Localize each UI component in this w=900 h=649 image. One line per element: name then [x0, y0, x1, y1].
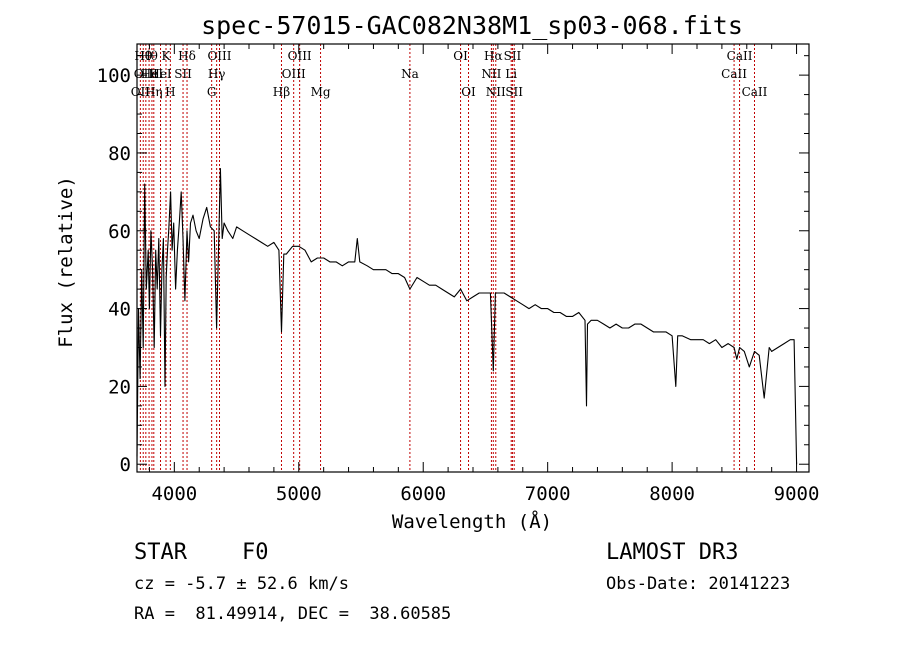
object-subclass: F0	[242, 540, 269, 565]
marker-label-18: Na	[401, 67, 419, 81]
y-tick-label-4: 80	[108, 143, 131, 165]
marker-label-9: SII	[174, 67, 192, 81]
marker-label-25: SII	[504, 49, 522, 63]
marker-label-3: Hθ	[140, 49, 158, 63]
marker-label-2: OIII	[134, 67, 158, 81]
marker-label-23: NII	[486, 85, 506, 99]
marker-label-12: Hγ	[208, 67, 226, 81]
marker-label-26: SII	[505, 85, 523, 99]
marker-label-29: CaII	[742, 85, 768, 99]
y-tick-label-1: 20	[108, 376, 131, 398]
plot-frame	[136, 43, 810, 473]
marker-label-13: OIII	[207, 49, 231, 63]
y-tick-label-0: 0	[120, 454, 131, 476]
x-tick-label-5: 9000	[774, 483, 820, 505]
object-class: STAR	[134, 540, 187, 565]
marker-label-7: K	[162, 49, 172, 63]
x-tick-label-2: 6000	[400, 483, 446, 505]
spectrum-line	[136, 167, 798, 465]
marker-label-11: G	[207, 85, 217, 99]
x-tick-labels: 4000 5000 6000 7000 8000 9000	[151, 483, 819, 505]
coordinates-text: RA = 81.49914, DEC = 38.60585	[134, 604, 452, 624]
x-tick-label-3: 7000	[525, 483, 571, 505]
y-tick-label-2: 40	[108, 299, 131, 321]
marker-label-0: OII	[131, 85, 151, 99]
x-tick-label-4: 8000	[649, 483, 695, 505]
marker-label-1: Hθ	[134, 49, 152, 63]
marker-label-4: HeI	[141, 67, 164, 81]
redshift-text: cz = -5.7 ± 52.6 km/s	[134, 574, 349, 594]
chart-title: spec-57015-GAC082N38M1_sp03-068.fits	[201, 11, 743, 40]
marker-label-10: Hδ	[178, 49, 196, 63]
marker-label-15: OIII	[282, 67, 306, 81]
marker-label-20: OI	[461, 85, 476, 99]
obs-date-text: Obs-Date: 20141223	[606, 574, 791, 594]
x-axis-label: Wavelength (Å)	[392, 510, 552, 533]
marker-label-8: H	[165, 85, 175, 99]
emission-line-markers	[139, 44, 755, 472]
marker-label-16: OIII	[288, 49, 312, 63]
marker-label-6: HeI	[149, 67, 172, 81]
survey-name: LAMOST DR3	[606, 540, 739, 565]
marker-label-22: Hα	[484, 49, 503, 63]
y-tick-label-5: 100	[97, 65, 131, 87]
marker-label-14: Hβ	[273, 85, 290, 99]
y-tick-labels: 0 20 40 60 80 100	[97, 65, 131, 476]
marker-label-19: OI	[453, 49, 468, 63]
marker-label-24: Li	[505, 67, 517, 81]
x-tick-label-0: 4000	[151, 483, 197, 505]
y-tick-label-3: 60	[108, 221, 131, 243]
marker-label-27: CaII	[721, 67, 747, 81]
marker-label-21: NII	[481, 67, 501, 81]
emission-line-labels: OII Hθ OIII Hθ HeI Hη HeI K H SII Hδ G Hγ OIII Hβ OIII O…	[131, 49, 768, 99]
x-tick-label-1: 5000	[276, 483, 322, 505]
marker-label-5: Hη	[145, 85, 163, 99]
axis-ticks	[137, 44, 809, 472]
marker-label-17: Mg	[311, 85, 331, 99]
y-axis-label: Flux (relative)	[55, 176, 77, 348]
marker-label-28: CaII	[727, 49, 753, 63]
